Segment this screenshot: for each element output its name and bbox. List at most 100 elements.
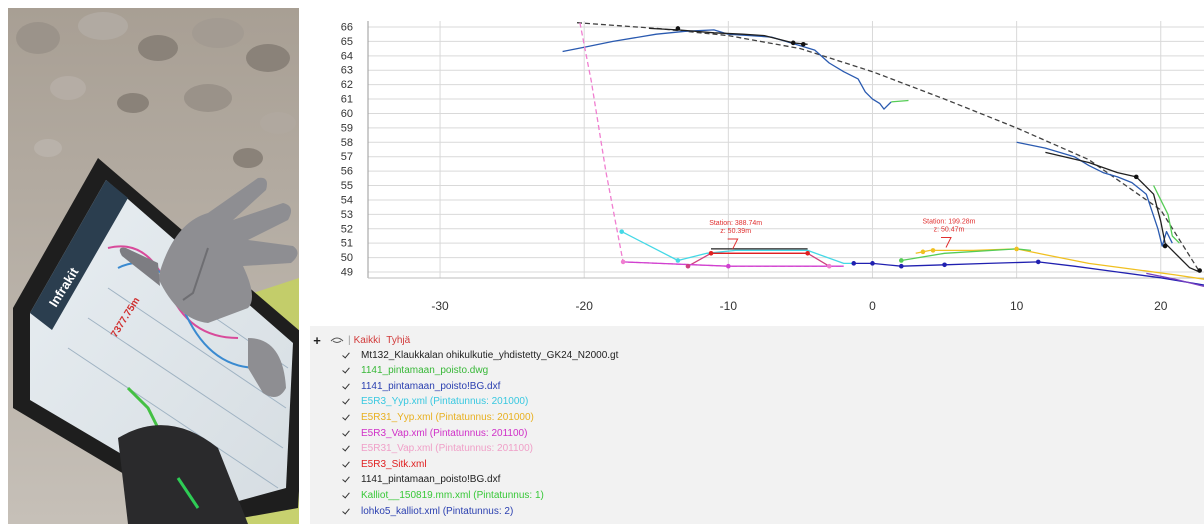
- data-point: [708, 250, 714, 256]
- tablet-device: Infrakit 7377.75m: [13, 158, 299, 524]
- data-point: [800, 41, 806, 47]
- layer-label: E5R3_Sitk.xml: [361, 458, 427, 470]
- x-tick-label: 10: [1010, 299, 1024, 313]
- y-tick-label: 65: [341, 36, 353, 48]
- grid: [368, 21, 1204, 278]
- data-point: [1035, 259, 1041, 265]
- layer-checkbox[interactable]: [342, 491, 351, 500]
- y-tick-label: 49: [341, 267, 353, 279]
- data-point: [899, 263, 904, 269]
- legend-separator: |: [348, 334, 351, 346]
- layer-label: 1141_pintamaan_poisto.dwg: [361, 365, 489, 377]
- x-tick-label: -10: [720, 299, 738, 313]
- layer-item[interactable]: E5R3_Vap.xml (Pintatunnus: 201100): [342, 426, 527, 440]
- layer-label: Kalliot__150819.mm.xml (Pintatunnus: 1): [361, 489, 544, 501]
- series-line: [853, 261, 1204, 286]
- y-tick-label: 63: [341, 65, 353, 77]
- eye-icon[interactable]: [330, 336, 344, 344]
- data-point: [726, 263, 731, 269]
- y-tick-label: 50: [341, 252, 353, 264]
- z-label: z: 50.39m: [720, 228, 751, 235]
- series-line: [915, 248, 1204, 280]
- station-marker: [727, 238, 739, 250]
- layer-label: 1141_pintamaan_poisto!BG.dxf: [361, 380, 501, 392]
- y-tick-label: 52: [341, 223, 353, 235]
- series-line: [901, 248, 1032, 262]
- layer-checkbox[interactable]: [342, 475, 351, 484]
- data-point: [675, 26, 681, 31]
- data-point: [1197, 268, 1202, 273]
- data-point: [826, 263, 832, 269]
- series-line: [576, 22, 1201, 273]
- data-point: [870, 261, 875, 266]
- data-point: [1014, 246, 1019, 252]
- select-none-link[interactable]: Tyhjä: [386, 334, 411, 346]
- layer-checkbox[interactable]: [342, 397, 351, 406]
- layer-legend: + | Kaikki Tyhjä Mt132_Klaukkalan ohikul…: [310, 326, 1204, 524]
- data-point: [790, 40, 796, 46]
- layer-item[interactable]: lohko5_kalliot.xml (Pintatunnus: 2): [342, 504, 513, 518]
- y-tick-label: 66: [341, 22, 353, 34]
- layer-label: 1141_pintamaan_poisto!BG.dxf: [361, 474, 501, 486]
- layer-label: E5R3_Vap.xml (Pintatunnus: 201100): [361, 427, 528, 439]
- data-point: [851, 261, 857, 266]
- profile-panel: 49 50 51 52 53 54 55 56 57 58 59 60 61 62 63 64 65 66 -30 -…: [310, 0, 1204, 524]
- data-point: [675, 258, 681, 263]
- select-all-link[interactable]: Kaikki: [353, 334, 381, 346]
- station-label: Station: 388.74m: [709, 220, 762, 227]
- series-line: [579, 22, 844, 267]
- data-point: [1133, 174, 1139, 180]
- y-tick-label: 53: [341, 209, 353, 221]
- layer-item[interactable]: Kalliot__150819.mm.xml (Pintatunnus: 1): [342, 488, 544, 502]
- layer-item[interactable]: 1141_pintamaan_poisto!BG.dxf: [342, 379, 500, 393]
- layer-item[interactable]: E5R31_Yyp.xml (Pintatunnus: 201000): [342, 410, 534, 424]
- layer-checkbox[interactable]: [342, 460, 351, 469]
- x-tick-label: 20: [1154, 299, 1168, 313]
- station-label: Station: 199.28m: [923, 219, 976, 226]
- y-tick-label: 55: [341, 180, 353, 192]
- layer-item[interactable]: E5R31_Vap.xml (Pintatunnus: 201100): [342, 442, 533, 456]
- series-line: [562, 29, 892, 110]
- layer-checkbox[interactable]: [342, 382, 351, 391]
- layer-label: lohko5_kalliot.xml (Pintatunnus: 2): [361, 505, 514, 517]
- photo-illustration: Infrakit 7377.75m: [8, 8, 299, 524]
- rocks: [16, 12, 296, 168]
- data-point: [1162, 243, 1168, 249]
- data-points: [619, 26, 1202, 273]
- data-point: [685, 263, 691, 269]
- x-tick-label: -20: [576, 299, 594, 313]
- z-label: z: 50.47m: [934, 227, 965, 234]
- y-tick-label: 54: [341, 194, 353, 206]
- expand-toggle[interactable]: +: [313, 332, 321, 348]
- gloved-hand: [119, 177, 298, 397]
- data-point: [620, 259, 626, 265]
- layer-checkbox[interactable]: [342, 444, 351, 453]
- layer-checkbox[interactable]: [342, 507, 351, 516]
- data-point: [899, 258, 904, 263]
- y-tick-label: 62: [341, 79, 353, 91]
- layer-checkbox[interactable]: [342, 429, 351, 438]
- layer-checkbox[interactable]: [342, 413, 351, 422]
- cross-section-chart[interactable]: 49 50 51 52 53 54 55 56 57 58 59 60 61 62 63 64 65 66 -30 -…: [310, 0, 1204, 326]
- data-point: [942, 262, 947, 268]
- station-marker: [940, 237, 952, 248]
- layer-item[interactable]: 1141_pintamaan_poisto!BG.dxf: [342, 473, 500, 487]
- data-point: [930, 248, 936, 253]
- layer-checkbox[interactable]: [342, 351, 351, 360]
- series-line: [1016, 141, 1173, 247]
- series-line: [1146, 272, 1204, 288]
- layer-item[interactable]: Mt132_Klaukkalan ohikulkutie_yhdistetty_…: [342, 348, 618, 362]
- layer-label: Mt132_Klaukkalan ohikulkutie_yhdistetty_…: [361, 349, 619, 361]
- data-point: [920, 249, 926, 255]
- series-line: [1045, 151, 1200, 273]
- layer-item[interactable]: E5R3_Sitk.xml: [342, 457, 427, 471]
- plot-area: [368, 21, 1204, 278]
- layer-item[interactable]: E5R3_Yyp.xml (Pintatunnus: 201000): [342, 395, 528, 409]
- legend-header: + | Kaikki Tyhjä: [310, 332, 416, 348]
- layer-item[interactable]: 1141_pintamaan_poisto.dwg: [342, 364, 488, 378]
- data-point: [805, 250, 810, 256]
- y-tick-label: 60: [341, 108, 353, 120]
- axes: 49 50 51 52 53 54 55 56 57 58 59 60 61 62 63 64 65 66 -30 -…: [341, 21, 1204, 313]
- layer-checkbox[interactable]: [342, 366, 351, 375]
